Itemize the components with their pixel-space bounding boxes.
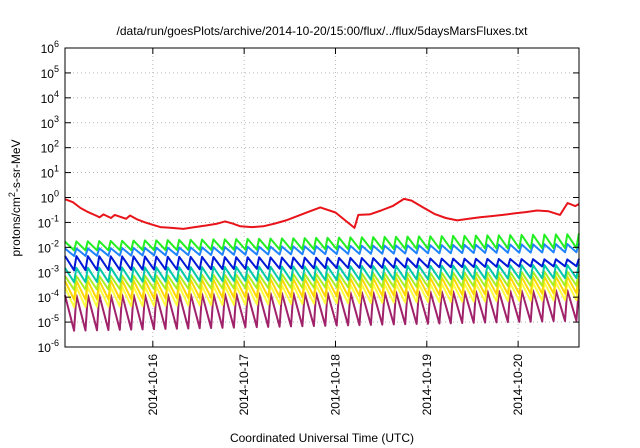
x-tick-label: 2014-10-16 — [146, 354, 160, 416]
series-3-line — [64, 255, 580, 272]
series-0-line — [64, 197, 580, 230]
x-tick-label: 2014-10-18 — [328, 354, 342, 416]
x-axis-label: Coordinated Universal Time (UTC) — [230, 431, 414, 445]
x-tick-label: 2014-10-20 — [511, 354, 525, 416]
series-5-line — [64, 270, 580, 291]
y-axis-label: protons/cm2-s-sr-MeV — [7, 139, 23, 256]
y-tick-label: 102 — [41, 139, 59, 156]
y-tick-label: 10-6 — [38, 338, 59, 355]
y-tick-label: 10-2 — [38, 238, 59, 255]
y-tick-label: 10-1 — [38, 213, 59, 230]
series-1-line — [64, 232, 580, 252]
y-tick-label: 106 — [41, 39, 59, 56]
y-tick-label: 10-3 — [38, 263, 59, 280]
y-tick-label: 100 — [41, 189, 59, 206]
y-tick-label: 104 — [41, 89, 59, 106]
y-tick-label: 10-5 — [38, 313, 59, 330]
x-tick-label: 2014-10-17 — [237, 354, 251, 416]
y-tick-label: 103 — [41, 114, 59, 131]
x-axis: 2014-10-16 2014-10-17 2014-10-18 2014-10-19… — [146, 48, 525, 415]
grid-lines — [65, 48, 579, 347]
series-layer — [64, 197, 580, 332]
series-2-line — [64, 242, 580, 257]
chart-title: /data/run/goesPlots/archive/2014-10-20/1… — [117, 24, 529, 38]
series-4-line — [64, 263, 580, 284]
y-tick-label: 101 — [41, 164, 59, 181]
x-tick-label: 2014-10-19 — [420, 354, 434, 416]
y-tick-label: 105 — [41, 64, 59, 81]
y-axis: 10-6 10-5 10-4 10-3 10-2 10-1 100 101 102 103 104 1… — [38, 39, 579, 355]
y-tick-label: 10-4 — [38, 288, 59, 305]
